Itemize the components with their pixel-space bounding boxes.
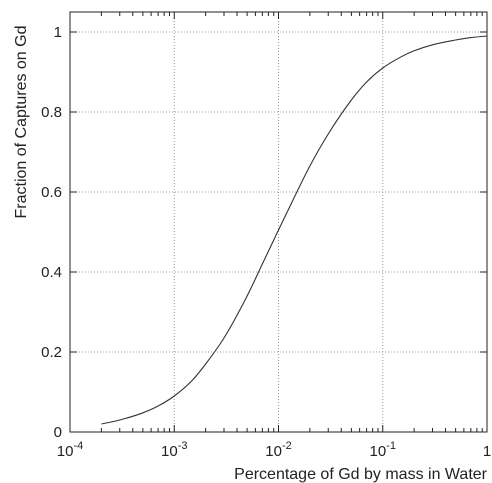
x-tick-label-base: 10 (57, 443, 74, 460)
x-tick-label-3: 10-1 (370, 440, 396, 460)
x-tick-label-base: 10 (370, 443, 387, 460)
x-tick-label-1: 10-3 (161, 440, 187, 460)
series-group (101, 35, 488, 425)
x-tick-label-2: 10-2 (265, 440, 291, 460)
x-tick-label-base: 10 (265, 443, 282, 460)
y-tick-label-3: 0.6 (41, 184, 62, 201)
x-tick-label-0: 10-4 (57, 440, 83, 460)
x-axis-title: Percentage of Gd by mass in Water (234, 466, 488, 483)
x-tick-label-base: 10 (161, 443, 178, 460)
y-tick-label-0: 0 (54, 424, 62, 441)
y-tick-label-1: 0.2 (41, 344, 62, 361)
y-tick-label-5: 1 (54, 24, 62, 41)
x-tick-label-exponent: -3 (178, 440, 188, 452)
series-line-0 (101, 35, 488, 425)
x-tick-label-4: 1 (483, 443, 491, 460)
y-tick-label-2: 0.4 (41, 264, 62, 281)
x-tick-label-base: 1 (483, 443, 491, 460)
grid (70, 12, 487, 432)
x-tick-label-exponent: -2 (282, 440, 292, 452)
x-tick-label-exponent: -4 (73, 440, 83, 452)
ticks: 10-4 10-3 10-2 10-1 100.20.40.60.81 (41, 12, 491, 460)
x-tick-label-exponent: -1 (386, 440, 396, 452)
y-axis-title: Fraction of Captures on Gd (13, 26, 30, 219)
y-tick-label-4: 0.8 (41, 104, 62, 121)
